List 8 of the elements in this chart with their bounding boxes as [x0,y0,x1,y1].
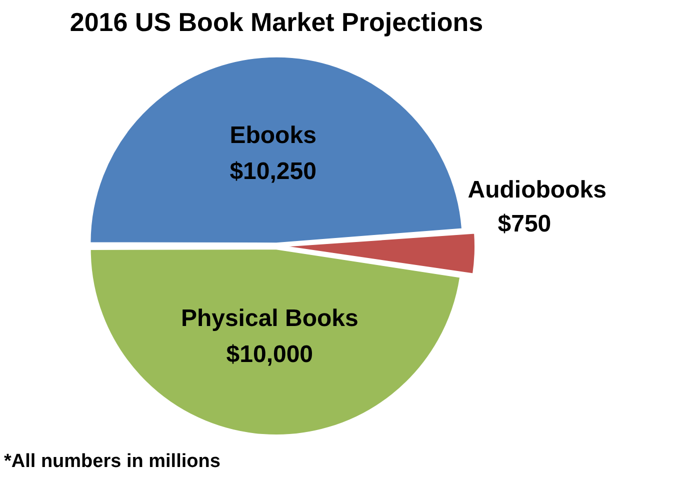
chart-title: 2016 US Book Market Projections [70,6,484,37]
data-label: $10,250 [230,158,316,186]
data-label: $750 [498,210,552,238]
slice-label: Audiobooks [468,176,606,204]
data-label: $10,000 [226,341,314,368]
slice-label: Physical Books [180,305,358,332]
text: *All numbers in millions [4,451,220,473]
slice-label: Ebooks [230,122,316,150]
